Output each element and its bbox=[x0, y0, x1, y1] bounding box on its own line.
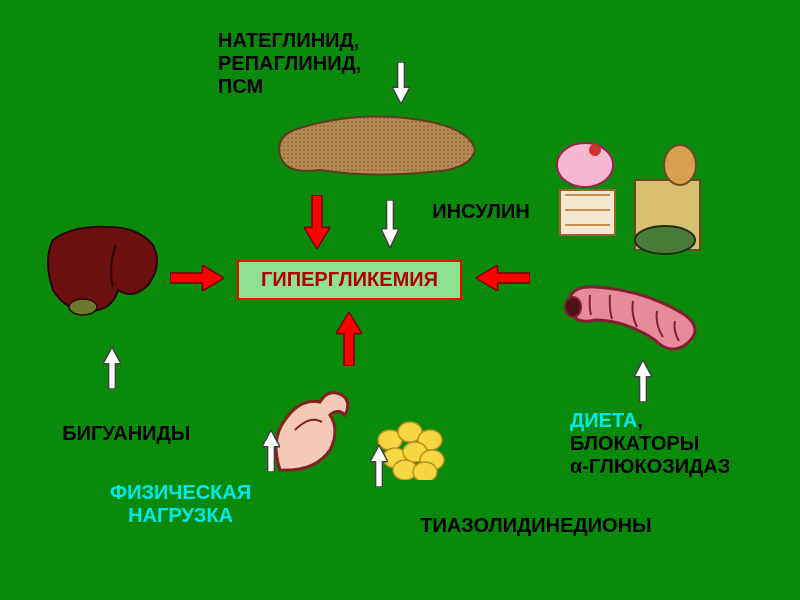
arrow-diet bbox=[634, 360, 652, 402]
arrow-biguanides bbox=[103, 347, 121, 389]
arrow-insulin bbox=[381, 200, 399, 248]
liver-icon bbox=[38, 215, 168, 325]
arrow-from-muscle bbox=[336, 312, 362, 366]
central-hyperglycemia-box: ГИПЕРГЛИКЕМИЯ bbox=[237, 260, 462, 300]
arrow-from-food bbox=[476, 265, 530, 291]
arrow-from-liver bbox=[170, 265, 224, 291]
arrow-tzd bbox=[370, 445, 388, 487]
arrow-top-drugs bbox=[392, 62, 410, 104]
label-exercise: ФИЗИЧЕСКАЯ НАГРУЗКА bbox=[110, 482, 251, 528]
label-biguanides: БИГУАНИДЫ bbox=[40, 400, 190, 469]
arrow-from-pancreas bbox=[304, 195, 330, 249]
central-label: ГИПЕРГЛИКЕМИЯ bbox=[261, 269, 438, 292]
pancreas-icon bbox=[270, 100, 480, 190]
label-tzd: ТИАЗОЛИДИНЕДИОНЫ bbox=[398, 492, 652, 561]
diagram-canvas: ГИПЕРГЛИКЕМИЯ НАТЕГЛИНИД, РЕПАГЛИНИД, ПС… bbox=[0, 0, 800, 600]
intestine-icon bbox=[555, 275, 705, 360]
arrow-exercise bbox=[262, 430, 280, 472]
food-icon bbox=[540, 135, 710, 265]
label-diet: ДИЕТА,БЛОКАТОРЫα-ГЛЮКОЗИДАЗ bbox=[570, 410, 730, 479]
label-top-drugs: НАТЕГЛИНИД, РЕПАГЛИНИД, ПСМ bbox=[218, 30, 361, 99]
